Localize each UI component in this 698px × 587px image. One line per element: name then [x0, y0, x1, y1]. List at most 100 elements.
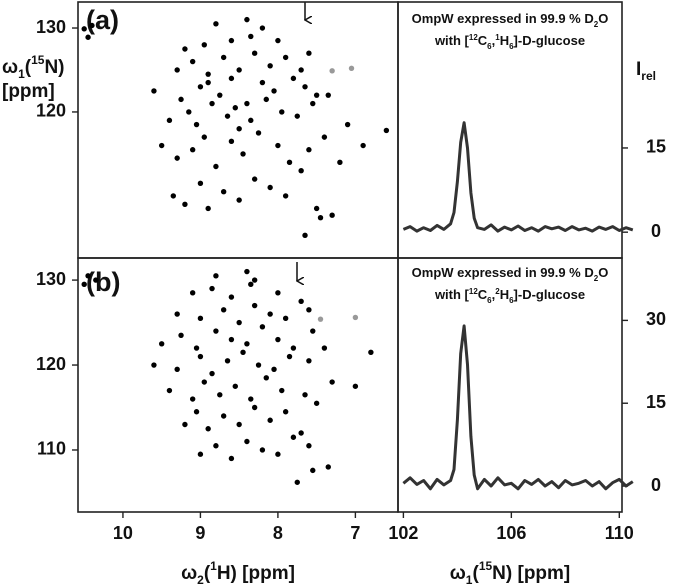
x-axis-label: ω1(15N) [ppm]	[450, 559, 571, 587]
peak-dot	[294, 479, 300, 485]
peak-dot	[182, 46, 188, 52]
peak-dot	[251, 50, 258, 56]
peak-dot	[228, 294, 235, 300]
peak-dot	[197, 451, 204, 457]
annotation-part: with [	[434, 33, 470, 48]
peak-dot	[186, 109, 192, 115]
peak-dot	[205, 426, 211, 432]
peak-dot	[228, 138, 235, 145]
peak-dot	[267, 184, 273, 191]
y-axis-label-part: [ppm]	[2, 81, 55, 102]
peak-dot	[209, 100, 215, 107]
peak-dot	[193, 345, 200, 351]
peak-dot	[81, 281, 87, 288]
annotation-part: 1	[495, 33, 500, 42]
x-axis-label-part: (	[472, 563, 479, 584]
peak-dot	[228, 336, 235, 343]
plot-frame	[397, 257, 623, 513]
peak-dot	[236, 126, 242, 132]
peak-dot	[267, 63, 273, 69]
peak-dot	[267, 417, 273, 423]
peak-dot	[166, 387, 173, 394]
x-tick-label: 10	[113, 523, 133, 543]
annotation: OmpW expressed in 99.9 % D2O	[412, 11, 609, 28]
peak-dot	[151, 362, 157, 368]
peak-dot	[201, 42, 207, 48]
peak-dot	[182, 201, 188, 207]
peak-dot	[205, 205, 211, 212]
peak-dot	[248, 281, 254, 288]
peak-dot	[282, 54, 289, 61]
peak-dot	[290, 434, 297, 440]
peak-dot	[321, 134, 328, 140]
y-tick-label: 120	[36, 354, 66, 374]
annotation: with [12C6,1H6]-D-glucose	[434, 33, 585, 51]
peak-dot	[313, 205, 320, 212]
peak-dot	[158, 142, 165, 149]
peak-dot	[209, 370, 215, 377]
peak-dot	[251, 404, 258, 411]
peak-dot	[236, 319, 242, 326]
y-axis-label: Irel	[636, 59, 656, 83]
peak-dot	[329, 212, 335, 218]
x-axis-label-part: 2	[197, 573, 204, 587]
peak-dot	[220, 413, 227, 419]
peak-dot	[81, 26, 87, 32]
peak-dot	[329, 68, 335, 74]
annotation-part: 12	[469, 287, 478, 296]
peak-dot	[348, 65, 355, 72]
peak-dot	[189, 147, 196, 153]
annotation-part: 12	[469, 33, 478, 42]
peak-dot	[310, 328, 316, 334]
peak-dot	[275, 451, 281, 457]
annotation-part: O	[598, 11, 608, 26]
spectrum-line	[402, 324, 634, 491]
peak-dot	[310, 100, 316, 107]
x-axis-label-part: 1	[210, 559, 217, 573]
peak-dot	[201, 134, 207, 140]
plot-frame	[77, 257, 399, 513]
peak-dot	[244, 341, 250, 347]
x-tick-label: 102	[388, 523, 418, 543]
y2-tick-label: 0	[651, 221, 661, 241]
peak-dot	[85, 34, 91, 40]
peak-dot	[306, 147, 312, 153]
peak-dot	[251, 277, 258, 283]
y-tick-label: 130	[36, 17, 66, 37]
y-axis-label-part: 15	[31, 53, 45, 67]
peak-dot	[368, 349, 374, 355]
y-axis-label-part: 1	[18, 67, 25, 81]
peak-dot	[306, 443, 312, 449]
peak-dot	[228, 455, 235, 462]
peak-dot	[197, 315, 204, 322]
plot-frame	[397, 1, 623, 259]
peak-dot	[302, 232, 308, 239]
peak-dot	[174, 366, 180, 372]
x-tick-label: 7	[350, 523, 360, 543]
peak-dot	[166, 117, 173, 124]
peak-dot	[337, 159, 343, 166]
peak-dot	[279, 109, 285, 115]
x-axis-label-part: 1	[466, 573, 473, 587]
peak-dot	[193, 409, 200, 415]
peak-dot	[232, 383, 238, 389]
peak-dot	[255, 362, 262, 368]
peak-dot	[286, 353, 293, 360]
y-axis-label: [ppm]	[2, 81, 55, 102]
peak-dot	[244, 100, 250, 107]
annotation-part: H	[500, 287, 509, 302]
peak-dot	[294, 113, 300, 119]
peak-dot	[197, 180, 204, 186]
peak-dot	[251, 302, 258, 309]
peak-dot	[251, 176, 258, 182]
x-axis-label: ω2(1H) [ppm]	[181, 559, 295, 587]
peak-dot	[383, 127, 390, 134]
peak-dot	[255, 130, 262, 136]
peak-dot	[282, 409, 289, 415]
annotation-part: 2	[594, 274, 599, 283]
annotation: OmpW expressed in 99.9 % D2O	[412, 265, 609, 282]
peak-dot	[193, 121, 200, 128]
peak-dot	[213, 21, 219, 27]
peak-dot	[313, 92, 320, 98]
peak-dot	[224, 358, 231, 364]
